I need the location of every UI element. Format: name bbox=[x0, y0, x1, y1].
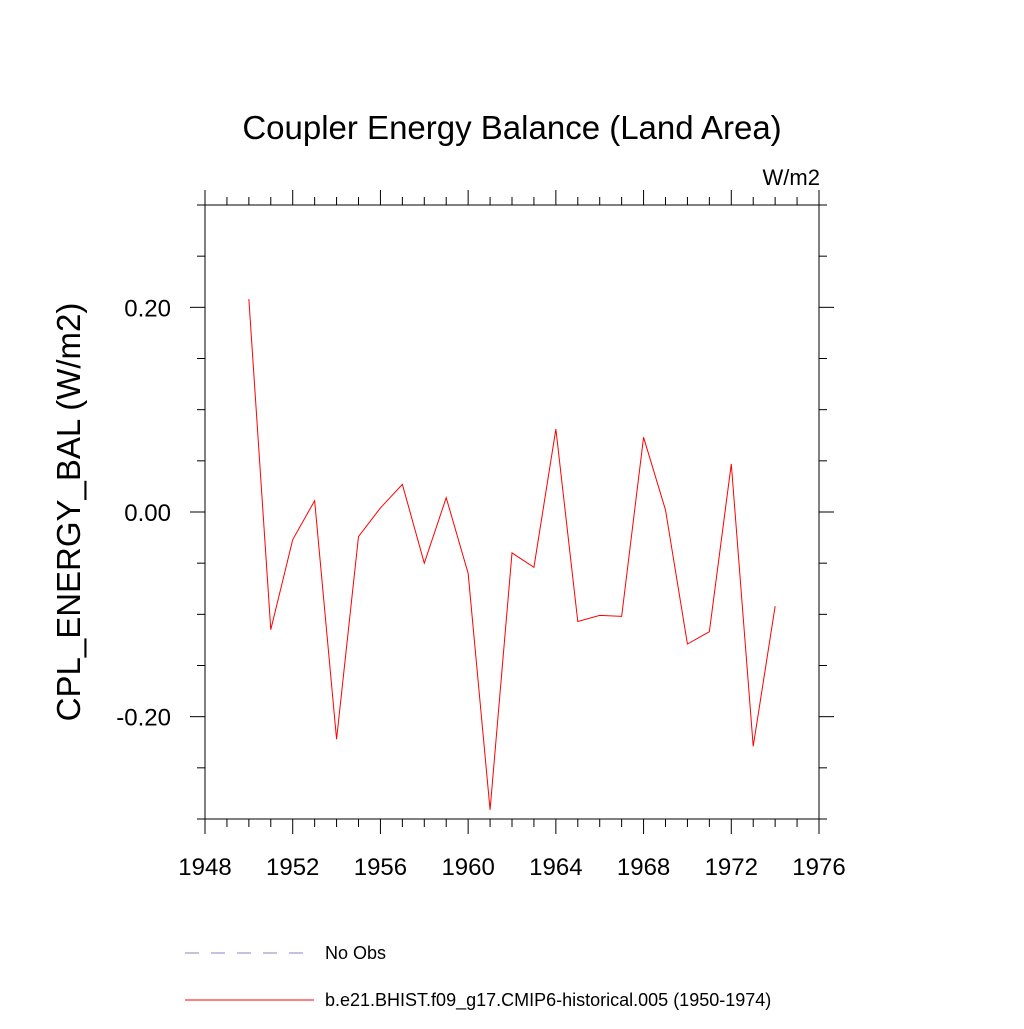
axis-ticks bbox=[190, 190, 834, 834]
y-tick-label: 0.00 bbox=[124, 500, 171, 527]
y-tick-label: -0.20 bbox=[116, 705, 171, 732]
legend-label: b.e21.BHIST.f09_g17.CMIP6-historical.005… bbox=[325, 990, 771, 1011]
series-line bbox=[248, 299, 776, 810]
legend-label: No Obs bbox=[325, 943, 386, 963]
units-label: W/m2 bbox=[763, 165, 820, 190]
x-tick-label: 1956 bbox=[354, 854, 407, 881]
x-tick-label: 1968 bbox=[617, 854, 670, 881]
x-tick-label: 1964 bbox=[529, 854, 582, 881]
x-tick-label: 1960 bbox=[441, 854, 494, 881]
plot-frame bbox=[204, 204, 820, 820]
axis-tick-labels: 1948 1952 1956 1960 1964 1968 1972 1976 -0.20 0.0… bbox=[116, 295, 845, 881]
y-axis-label: CPL_ENERGY_BAL (W/m2) bbox=[50, 303, 87, 722]
y-tick-label: 0.20 bbox=[124, 295, 171, 322]
chart-title: Coupler Energy Balance (Land Area) bbox=[242, 109, 781, 146]
x-tick-label: 1952 bbox=[266, 854, 319, 881]
x-tick-label: 1976 bbox=[792, 854, 845, 881]
x-tick-label: 1972 bbox=[705, 854, 758, 881]
series-lines bbox=[248, 299, 776, 810]
x-tick-label: 1948 bbox=[178, 854, 231, 881]
legend: No Obs b.e21.BHIST.f09_g17.CMIP6-historic… bbox=[185, 943, 771, 1011]
